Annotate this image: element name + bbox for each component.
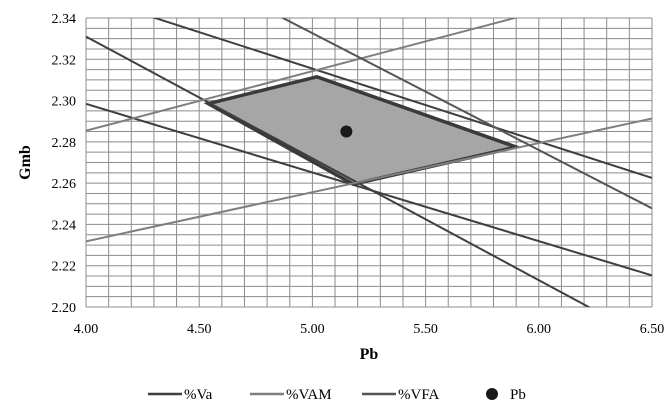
legend-label: %VFA: [398, 387, 440, 403]
series-lines: [86, 18, 652, 307]
y-tick-label: 2.28: [52, 136, 77, 151]
x-tick-label: 5.00: [300, 322, 325, 337]
y-tick-label: 2.24: [52, 218, 77, 233]
series-line-va: [86, 35, 591, 307]
series-line-vam: [86, 117, 652, 243]
x-tick-label: 6.50: [640, 322, 665, 337]
legend-label: %VAM: [286, 387, 332, 403]
y-axis-title: Gmb: [17, 145, 34, 180]
series-line-vam: [86, 18, 519, 132]
feasible-region-polygon: [203, 75, 523, 187]
series-points: [340, 125, 353, 138]
y-tick-label: 2.34: [52, 12, 77, 27]
y-tick-label: 2.26: [52, 177, 77, 192]
x-tick-label: 4.50: [187, 322, 212, 337]
x-axis-title: Pb: [360, 346, 379, 363]
y-tick-label: 2.22: [52, 260, 77, 275]
y-tick-label: 2.20: [52, 301, 77, 316]
legend-label: %Va: [184, 387, 213, 403]
legend-marker-pb: [486, 388, 498, 400]
x-tick-label: 4.00: [74, 322, 99, 337]
tick-labels: 4.00 4.50 5.00 5.50 6.00 6.50 2.20 2.22 2.24 2.26…: [52, 12, 665, 337]
legend: %Va %VAM %VFA Pb: [148, 387, 526, 403]
legend-label: Pb: [510, 387, 526, 403]
y-tick-label: 2.32: [52, 53, 77, 68]
y-tick-label: 2.30: [52, 95, 77, 110]
series-line-va: [151, 18, 652, 179]
x-tick-label: 5.50: [413, 322, 438, 337]
axis-titles: Pb Gmb: [17, 145, 378, 363]
data-point-pb: [340, 125, 353, 138]
series-line-vfa: [280, 18, 652, 210]
feasible-region: [203, 75, 523, 187]
x-tick-label: 6.00: [527, 322, 552, 337]
